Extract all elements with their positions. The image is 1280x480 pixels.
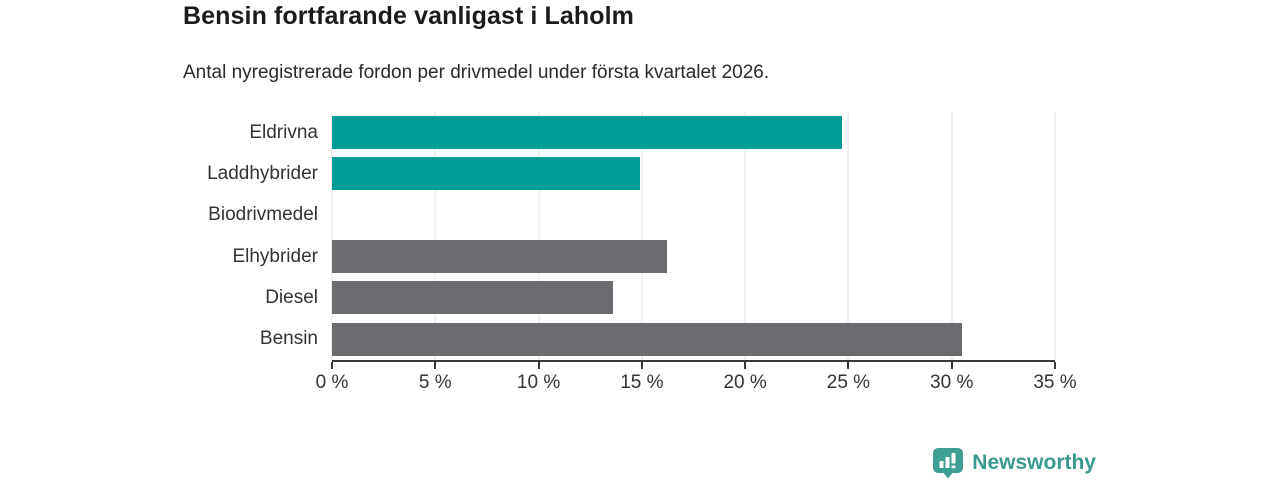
category-label: Diesel: [265, 286, 318, 308]
gridline: [641, 112, 643, 360]
category-label: Laddhybrider: [207, 162, 318, 184]
gridline: [951, 112, 953, 360]
x-tick-label: 20 %: [723, 371, 767, 393]
page-title: Bensin fortfarande vanligast i Laholm: [183, 2, 635, 30]
bar-laddhybrider[interactable]: [332, 157, 640, 191]
brand-name: Newsworthy: [972, 451, 1096, 474]
gridline: [331, 112, 333, 360]
bar-eldrivna[interactable]: [332, 116, 843, 150]
bar-elhybrider[interactable]: [332, 240, 667, 274]
chart-row: Eldrivna: [183, 112, 1063, 153]
chart-row: Biodrivmedel: [183, 195, 1063, 236]
chart-row: Diesel: [183, 277, 1063, 318]
chart-row: Elhybrider: [183, 236, 1063, 277]
category-label: Biodrivmedel: [208, 204, 318, 226]
axis-tick: [847, 361, 850, 369]
x-tick-label: 25 %: [826, 371, 871, 393]
page-subtitle: Antal nyregistrerade fordon per drivmede…: [183, 62, 770, 83]
axis-tick: [434, 361, 437, 369]
bar-track: [332, 322, 1055, 356]
chart-row: Laddhybrider: [183, 153, 1063, 194]
category-label: Eldrivna: [249, 121, 318, 143]
axis-tick: [744, 361, 747, 369]
bar-diesel[interactable]: [332, 281, 613, 315]
newsworthy-brand-link[interactable]: Newsworthy: [932, 447, 1096, 479]
x-tick-label: 15 %: [620, 371, 664, 393]
axis-tick: [640, 361, 643, 369]
bar-track: [332, 116, 1055, 150]
axis-tick: [331, 361, 333, 369]
axis-tick: [1054, 361, 1056, 369]
category-label: Bensin: [259, 328, 318, 350]
x-tick-label: 35 %: [1033, 371, 1077, 393]
bar-track: [332, 240, 1055, 274]
bar-track: [332, 199, 1055, 232]
x-tick-label: 5 %: [418, 371, 452, 393]
chart-row: Bensin: [183, 319, 1063, 360]
x-tick-label: 30 %: [930, 371, 974, 393]
x-axis: 0 % 5 % 10 % 15 % 20 % 25 % 30 % 35 %: [316, 359, 1077, 400]
category-label: Elhybrider: [232, 245, 318, 267]
gridline: [434, 112, 436, 360]
bar-bensin[interactable]: [332, 322, 963, 356]
newsworthy-logo-icon: [932, 447, 964, 479]
x-tick-label: 10 %: [516, 371, 561, 393]
gridline: [538, 112, 540, 360]
chart-rows: Eldrivna Laddhybrider Biodrivmedel Elhybrid…: [183, 112, 1063, 360]
gridline: [1054, 112, 1056, 360]
axis-tick: [537, 361, 540, 369]
bar-track: [332, 281, 1055, 315]
bar-track: [332, 157, 1055, 191]
x-tick-label: 0 %: [315, 371, 349, 393]
axis-tick: [950, 361, 953, 369]
gridlines: [331, 112, 1056, 360]
gridline: [847, 112, 849, 360]
bar-chart: Eldrivna Laddhybrider Biodrivmedel Elhybrid…: [183, 112, 1077, 400]
gridline: [744, 112, 746, 360]
